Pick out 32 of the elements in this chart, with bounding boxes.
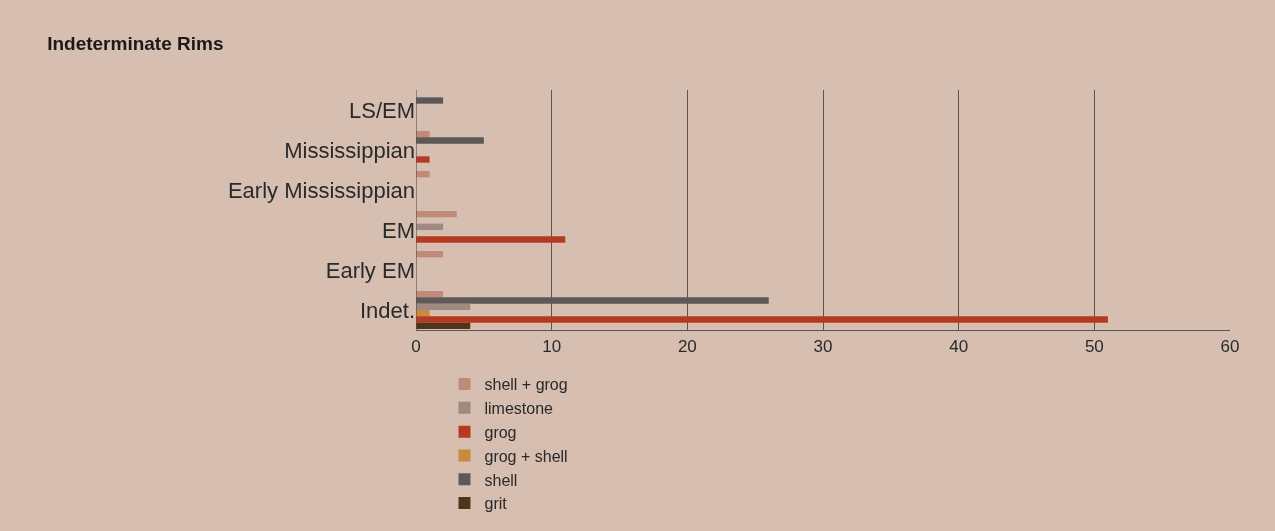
y-tick-label: Indet. bbox=[359, 297, 415, 323]
y-tick-label: Early EM bbox=[325, 257, 415, 283]
y-tick-label: LS/EM bbox=[348, 97, 415, 123]
x-tick-label: 10 bbox=[542, 336, 562, 356]
x-tick-label: 50 bbox=[1084, 336, 1104, 356]
bar bbox=[416, 316, 1108, 323]
legend-label: grog + shell bbox=[484, 447, 568, 465]
bar bbox=[416, 211, 457, 218]
x-tick-label: 60 bbox=[1220, 336, 1240, 356]
legend-label: shell bbox=[484, 471, 518, 489]
bar bbox=[416, 310, 430, 317]
bar bbox=[416, 236, 566, 243]
bar bbox=[416, 171, 430, 178]
bar bbox=[416, 251, 444, 258]
bar bbox=[416, 156, 430, 163]
y-tick-label: Mississippian bbox=[284, 137, 415, 163]
text: Indeterminate Rims bbox=[47, 33, 224, 55]
bar bbox=[416, 303, 471, 310]
bar bbox=[416, 131, 430, 138]
y-tick-label: Early Mississippian bbox=[227, 177, 415, 203]
x-tick-label: 40 bbox=[949, 336, 969, 356]
x-tick-label: 30 bbox=[813, 336, 833, 356]
y-tick-label: EM bbox=[382, 217, 415, 243]
legend-label: grog bbox=[484, 423, 517, 441]
bar bbox=[416, 223, 444, 230]
bar bbox=[416, 291, 444, 298]
legend-label: grit bbox=[484, 495, 508, 513]
x-tick-label: 0 bbox=[411, 336, 421, 356]
bar bbox=[416, 322, 471, 329]
legend-label: limestone bbox=[484, 400, 554, 418]
legend-label: shell + grog bbox=[484, 376, 568, 394]
x-tick-label: 20 bbox=[677, 336, 697, 356]
